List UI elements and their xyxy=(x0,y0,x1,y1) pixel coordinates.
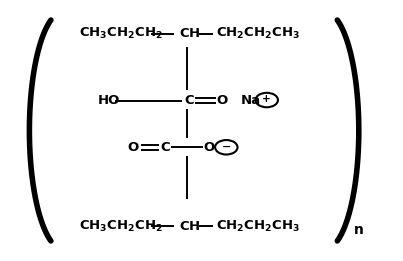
Text: $\mathregular{CH}$: $\mathregular{CH}$ xyxy=(179,27,201,40)
Text: +: + xyxy=(262,94,271,104)
Text: C: C xyxy=(184,94,194,107)
Text: O: O xyxy=(216,94,228,107)
Text: O: O xyxy=(128,141,139,154)
Text: $\mathregular{CH_2CH_2CH_3}$: $\mathregular{CH_2CH_2CH_3}$ xyxy=(216,26,299,41)
Text: $\mathregular{CH_2CH_2CH_3}$: $\mathregular{CH_2CH_2CH_3}$ xyxy=(216,218,299,234)
Text: O: O xyxy=(204,141,215,154)
Text: C: C xyxy=(161,141,170,154)
Text: Na: Na xyxy=(241,93,261,106)
Text: $\mathregular{CH_3CH_2CH_2}$: $\mathregular{CH_3CH_2CH_2}$ xyxy=(79,218,164,234)
Text: −: − xyxy=(222,142,231,152)
Text: $\mathregular{CH}$: $\mathregular{CH}$ xyxy=(179,220,201,233)
Text: n: n xyxy=(353,223,364,237)
Text: HO: HO xyxy=(98,94,120,107)
Text: $\mathregular{CH_3CH_2CH_2}$: $\mathregular{CH_3CH_2CH_2}$ xyxy=(79,26,164,41)
